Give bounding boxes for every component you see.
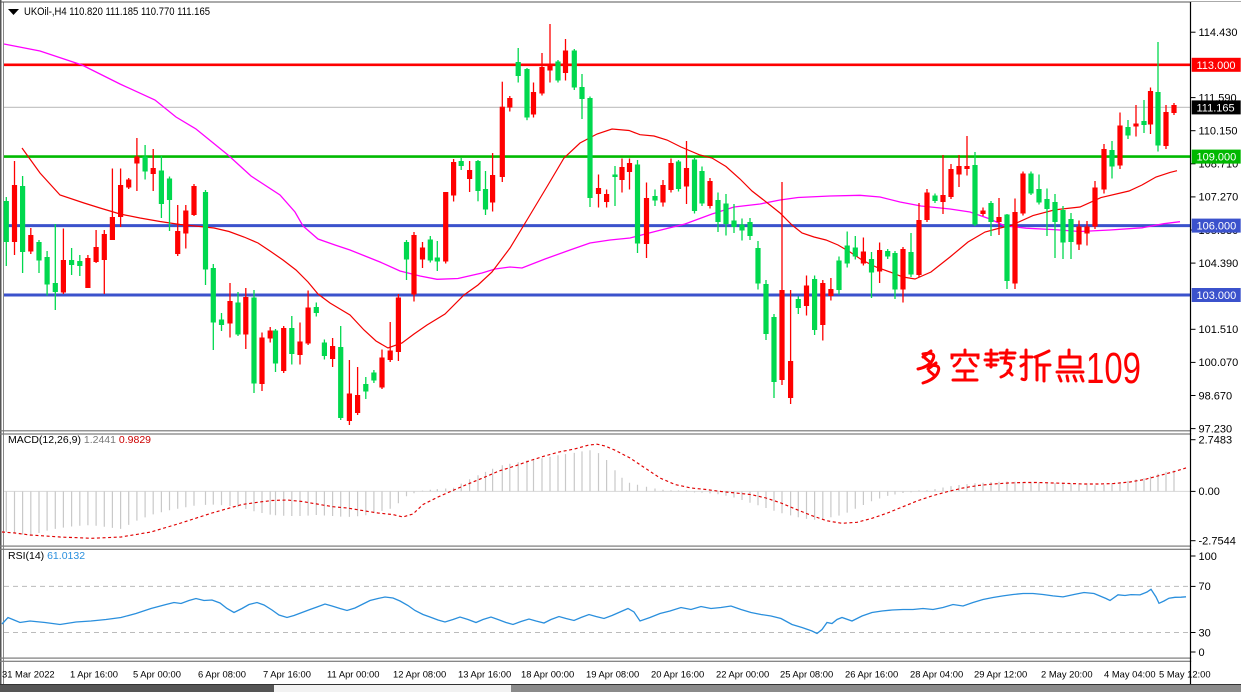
svg-text:19 Apr 08:00: 19 Apr 08:00 (586, 669, 639, 680)
svg-text:70: 70 (1199, 581, 1211, 593)
svg-text:107.270: 107.270 (1199, 192, 1239, 204)
svg-text:30: 30 (1199, 627, 1211, 639)
svg-text:0: 0 (1199, 647, 1205, 659)
svg-text:103.000: 103.000 (1197, 290, 1237, 302)
svg-text:2 May 20:00: 2 May 20:00 (1041, 669, 1093, 680)
svg-text:109.000: 109.000 (1197, 152, 1237, 164)
svg-text:113.000: 113.000 (1197, 60, 1236, 72)
svg-text:26 Apr 16:00: 26 Apr 16:00 (845, 669, 898, 680)
svg-text:29 Apr 12:00: 29 Apr 12:00 (974, 669, 1027, 680)
svg-text:13 Apr 16:00: 13 Apr 16:00 (458, 669, 511, 680)
svg-text:7 Apr 16:00: 7 Apr 16:00 (263, 669, 311, 680)
svg-text:109: 109 (1086, 344, 1141, 393)
svg-text:11 Apr 00:00: 11 Apr 00:00 (327, 669, 379, 680)
svg-text:6 Apr 08:00: 6 Apr 08:00 (198, 669, 246, 680)
svg-text:114.430: 114.430 (1199, 27, 1238, 39)
svg-text:12 Apr 08:00: 12 Apr 08:00 (393, 669, 446, 680)
svg-text:0.00: 0.00 (1199, 486, 1220, 498)
svg-text:1 Apr 16:00: 1 Apr 16:00 (70, 669, 118, 680)
svg-text:4 May 04:00: 4 May 04:00 (1104, 669, 1156, 680)
svg-text:97.230: 97.230 (1199, 423, 1233, 435)
svg-text:104.390: 104.390 (1199, 258, 1239, 270)
svg-text:5 May 12:00: 5 May 12:00 (1159, 669, 1211, 680)
svg-text:28 Apr 04:00: 28 Apr 04:00 (910, 669, 963, 680)
svg-text:100: 100 (1199, 551, 1217, 563)
svg-text:5 Apr 00:00: 5 Apr 00:00 (133, 669, 181, 680)
svg-text:20 Apr 16:00: 20 Apr 16:00 (651, 669, 704, 680)
svg-text:110.150: 110.150 (1199, 126, 1238, 138)
svg-text:111.165: 111.165 (1197, 102, 1235, 114)
svg-text:106.000: 106.000 (1197, 221, 1237, 233)
svg-text:-2.7544: -2.7544 (1199, 536, 1236, 548)
svg-text:18 Apr 00:00: 18 Apr 00:00 (521, 669, 574, 680)
svg-text:RSI(14) 61.0132: RSI(14) 61.0132 (8, 550, 85, 562)
svg-text:22 Apr 00:00: 22 Apr 00:00 (716, 669, 769, 680)
svg-text:2.7483: 2.7483 (1199, 435, 1233, 447)
svg-text:98.670: 98.670 (1199, 390, 1233, 402)
svg-text:25 Apr 08:00: 25 Apr 08:00 (780, 669, 833, 680)
svg-text:UKOil-,H4 110.820 111.185 110: UKOil-,H4 110.820 111.185 110.770 111.16… (24, 6, 210, 18)
svg-text:101.510: 101.510 (1199, 324, 1239, 336)
svg-text:MACD(12,26,9) 1.2441 0.9829: MACD(12,26,9) 1.2441 0.9829 (8, 434, 151, 446)
svg-text:100.070: 100.070 (1199, 357, 1239, 369)
svg-text:31 Mar 2022: 31 Mar 2022 (2, 669, 55, 680)
